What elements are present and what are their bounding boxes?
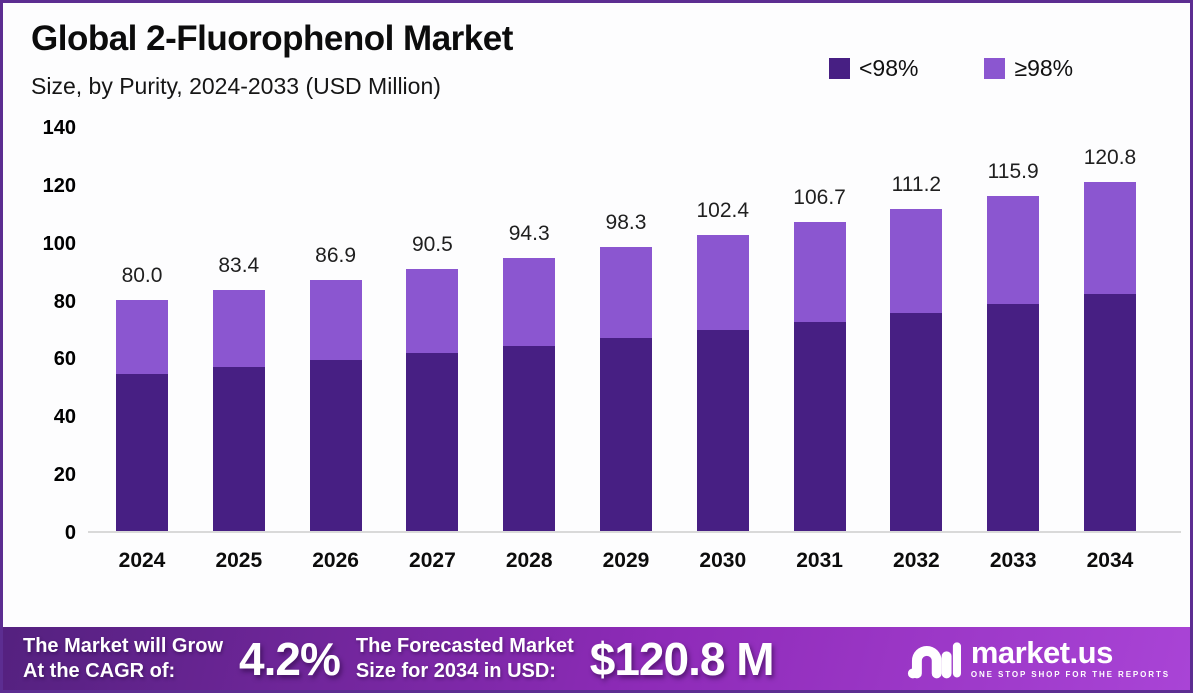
- bar-segment-lt98-2026: [309, 360, 362, 531]
- y-tick-140: 140: [42, 117, 76, 139]
- y-tick-100: 100: [42, 232, 76, 255]
- cagr-value: 4.2%: [239, 632, 341, 685]
- bar-segment-lt98-2025: [212, 367, 265, 531]
- page-subtitle: Size, by Purity, 2024-2033 (USD Million): [31, 73, 441, 99]
- bar-2029: 98.3: [599, 211, 652, 531]
- bar-2024: 80.0: [116, 264, 168, 531]
- bar-total-label-2027: 90.5: [411, 233, 453, 257]
- cagr-label-line2: At the CAGR of:: [23, 659, 176, 682]
- bar-segment-ge98-2025: [212, 289, 265, 368]
- bar-segment-lt98-2031: [793, 321, 846, 531]
- x-label-2031: 2031: [796, 549, 843, 572]
- bar-segment-ge98-2030: [696, 234, 749, 330]
- forecast-label: The Forecasted Market Size for 2034 in U…: [356, 634, 574, 684]
- marketus-logo-text: market.us: [970, 635, 1113, 670]
- bar-segment-lt98-2033: [987, 303, 1040, 531]
- bar-total-label-2028: 94.3: [508, 222, 550, 246]
- bar-segment-lt98-2028: [503, 345, 556, 531]
- y-tick-40: 40: [53, 406, 76, 429]
- page-title: Global 2-Fluorophenol Market: [31, 19, 513, 58]
- forecast-label-line1: The Forecasted Market: [355, 634, 574, 657]
- forecast-value: $120.8 M: [589, 632, 775, 685]
- bar-total-label-2029: 98.3: [605, 210, 647, 234]
- bar-total-label-2034: 120.8: [1083, 145, 1137, 169]
- bars-container: 80.0 83.4 86.9 90.5 94.3 98.3 102.4 106.7 111.2 1…: [88, 128, 1181, 531]
- footer-banner: The Market will Grow At the CAGR of: 4.2…: [3, 627, 1190, 690]
- bar-2032: 111.2: [890, 173, 943, 531]
- y-tick-60: 60: [53, 348, 76, 371]
- y-tick-120: 120: [42, 174, 76, 197]
- legend-swatch-lt98-icon: [829, 58, 850, 79]
- x-label-2033: 2033: [989, 549, 1037, 572]
- bar-segment-lt98-2030: [696, 329, 749, 531]
- marketus-logo-icon: [907, 641, 961, 678]
- bar-segment-ge98-2024: [116, 299, 168, 374]
- bar-2027: 90.5: [406, 233, 459, 531]
- bar-segment-lt98-2034: [1083, 294, 1136, 531]
- bar-2025: 83.4: [212, 254, 265, 531]
- bar-2034: 120.8: [1083, 146, 1136, 531]
- bar-total-label-2025: 83.4: [218, 253, 260, 277]
- bar-segment-ge98-2028: [503, 258, 556, 346]
- forecast-label-line2: Size for 2034 in USD:: [355, 659, 556, 682]
- bar-segment-ge98-2032: [890, 209, 943, 313]
- y-tick-0: 0: [64, 522, 76, 544]
- bar-2033: 115.9: [987, 160, 1040, 531]
- bar-segment-ge98-2031: [793, 222, 846, 322]
- bar-segment-ge98-2026: [309, 279, 362, 361]
- plot-area: 80.0 83.4 86.9 90.5 94.3 98.3 102.4 106.7 111.2 1…: [88, 128, 1181, 533]
- legend-item-lt98: <98%: [829, 55, 918, 82]
- x-axis-labels: 2024 2025 2026 2027 2028 2029 2030 2031 2032 2033…: [88, 549, 1181, 573]
- bar-total-label-2024: 80.0: [121, 263, 163, 287]
- y-tick-20: 20: [53, 464, 76, 487]
- x-label-2029: 2029: [602, 549, 650, 572]
- legend-swatch-ge98-icon: [984, 58, 1006, 79]
- x-label-2024: 2024: [118, 549, 166, 572]
- bar-segment-ge98-2029: [599, 246, 652, 339]
- bar-segment-lt98-2024: [116, 373, 168, 531]
- legend-label-ge98: ≥98%: [1014, 55, 1074, 81]
- x-label-2032: 2032: [893, 549, 940, 572]
- bar-segment-ge98-2034: [1083, 181, 1136, 295]
- bar-segment-ge98-2027: [406, 269, 459, 354]
- x-label-2025: 2025: [215, 549, 263, 572]
- marketus-logo-textblock: market.us ONE STOP SHOP FOR THE REPORTS: [970, 635, 1170, 679]
- bar-2031: 106.7: [793, 186, 846, 531]
- bar-segment-ge98-2033: [987, 195, 1040, 304]
- bar-segment-lt98-2032: [890, 312, 943, 531]
- bar-total-label-2033: 115.9: [987, 159, 1039, 183]
- bar-2028: 94.3: [503, 222, 556, 531]
- bar-segment-lt98-2029: [599, 338, 652, 531]
- bar-2026: 86.9: [309, 244, 362, 531]
- x-label-2026: 2026: [312, 549, 359, 572]
- bar-segment-lt98-2027: [406, 353, 459, 531]
- y-tick-80: 80: [53, 290, 76, 313]
- marketus-logo: market.us ONE STOP SHOP FOR THE REPORTS: [907, 636, 1170, 682]
- x-label-2030: 2030: [699, 549, 747, 572]
- marketus-logo-tagline: ONE STOP SHOP FOR THE REPORTS: [970, 670, 1170, 679]
- cagr-label-line1: The Market will Grow: [23, 634, 224, 657]
- legend-label-lt98: <98%: [859, 55, 919, 81]
- bar-total-label-2031: 106.7: [793, 186, 846, 210]
- x-label-2027: 2027: [409, 549, 456, 572]
- chart-legend: <98% ≥98%: [829, 55, 1073, 82]
- x-label-2034: 2034: [1086, 549, 1134, 572]
- cagr-label: The Market will Grow At the CAGR of:: [23, 634, 223, 684]
- legend-item-ge98: ≥98%: [984, 55, 1073, 82]
- y-axis: 0 20 40 60 80 100 120 140: [18, 117, 76, 544]
- bar-total-label-2030: 102.4: [696, 198, 750, 222]
- bar-total-label-2032: 111.2: [891, 173, 942, 197]
- bar-2030: 102.4: [696, 199, 749, 531]
- bar-total-label-2026: 86.9: [315, 243, 357, 267]
- x-label-2028: 2028: [505, 549, 553, 572]
